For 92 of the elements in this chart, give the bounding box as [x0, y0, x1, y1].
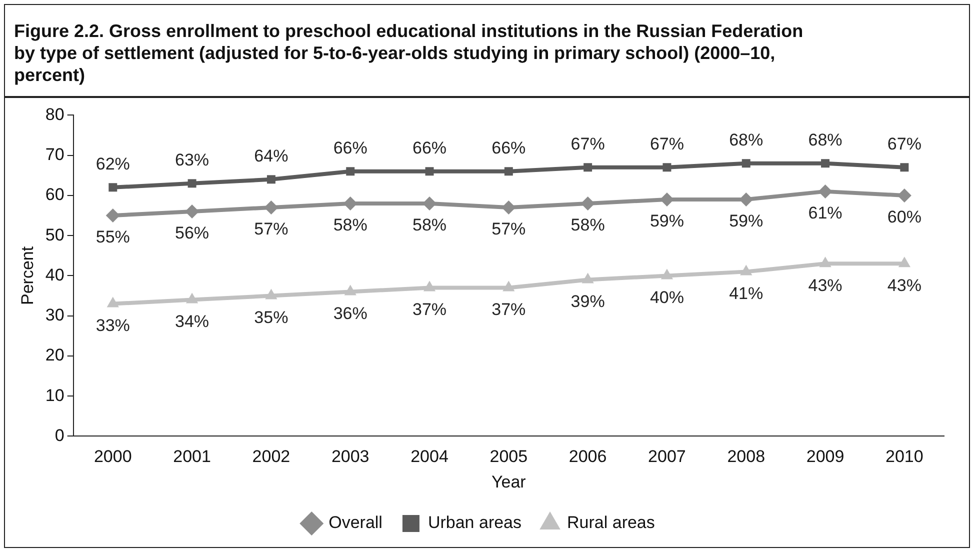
point: [580, 196, 595, 210]
data-label: 67%: [570, 134, 605, 154]
point: [819, 256, 832, 268]
data-label: 57%: [492, 220, 526, 239]
point: [740, 264, 752, 276]
chart-title: Figure 2.2. Gross enrollment to preschool educational institutions in the Russian Federation by type of settlement (adjusted for 5-to-6-year-olds studying in primary school) (2000–10, percent): [14, 20, 804, 86]
point: [106, 208, 120, 223]
x-tick-label: 2007: [648, 447, 686, 466]
legend-label: Overall: [328, 513, 382, 532]
data-label: 58%: [570, 216, 605, 235]
data-label: 37%: [492, 300, 526, 319]
point: [502, 200, 516, 214]
point: [346, 167, 355, 176]
x-tick-label: 2003: [331, 447, 370, 466]
data-label: 68%: [808, 130, 842, 150]
point: [425, 167, 434, 176]
point: [582, 272, 594, 284]
point: [265, 288, 278, 300]
x-tick-label: 2009: [806, 447, 844, 466]
data-label: 56%: [175, 224, 210, 243]
point: [742, 159, 750, 168]
data-label: 67%: [887, 134, 922, 154]
x-tick-label: 2000: [94, 447, 132, 466]
y-axis-title: Percent: [18, 246, 37, 305]
data-label: 35%: [254, 308, 288, 327]
point: [900, 163, 909, 172]
point: [344, 284, 356, 296]
point: [423, 280, 436, 292]
x-axis-title: Year: [491, 472, 526, 492]
point: [739, 192, 754, 206]
x-tick-label: 2004: [410, 447, 448, 466]
data-label: 64%: [254, 146, 288, 166]
y-tick-label: 30: [45, 306, 64, 325]
x-tick-label: 2006: [568, 447, 607, 466]
point: [422, 196, 436, 210]
data-label: 61%: [808, 204, 842, 223]
x-tick-label: 2001: [173, 447, 211, 466]
y-tick-label: 0: [54, 426, 64, 445]
data-label: 36%: [333, 304, 368, 323]
data-label: 43%: [808, 276, 842, 295]
y-tick-label: 60: [45, 185, 64, 204]
data-label: 67%: [650, 134, 684, 154]
point: [584, 163, 592, 172]
data-label: 37%: [412, 300, 447, 319]
point: [504, 167, 513, 176]
point: [660, 192, 674, 206]
point: [106, 296, 119, 308]
y-tick-label: 80: [45, 104, 64, 124]
data-label: 59%: [729, 212, 764, 231]
data-label: 59%: [650, 212, 684, 231]
y-tick-label: 20: [45, 346, 64, 365]
point: [186, 292, 198, 304]
data-label: 39%: [570, 292, 605, 311]
data-label: 66%: [333, 138, 368, 158]
data-label: 43%: [887, 276, 922, 295]
data-label: 41%: [729, 284, 764, 303]
point: [185, 204, 200, 218]
legend-label: Urban areas: [428, 513, 522, 532]
point: [502, 280, 515, 292]
data-label: 63%: [175, 150, 210, 170]
data-label: 40%: [650, 288, 684, 307]
point: [818, 184, 832, 198]
data-label: 33%: [96, 316, 130, 335]
x-tick-label: 2008: [727, 447, 766, 466]
point: [188, 179, 196, 188]
data-label: 34%: [175, 312, 210, 331]
point: [343, 196, 358, 210]
data-label: 57%: [254, 220, 288, 239]
point: [264, 200, 278, 214]
point: [660, 268, 674, 280]
data-label: 58%: [333, 216, 368, 235]
point: [662, 163, 672, 172]
point: [898, 256, 910, 268]
x-tick-label: 2010: [886, 447, 924, 466]
point: [821, 159, 830, 168]
legend-label: Rural areas: [567, 513, 655, 532]
data-label: 60%: [887, 208, 922, 227]
point: [108, 183, 118, 192]
data-label: 58%: [412, 216, 447, 235]
data-label: 66%: [492, 138, 526, 158]
data-label: 62%: [96, 154, 130, 174]
data-label: 66%: [412, 138, 447, 158]
y-tick-label: 50: [45, 225, 64, 244]
y-tick-label: 10: [45, 386, 64, 405]
x-tick-label: 2005: [490, 447, 528, 466]
data-label: 68%: [729, 130, 764, 150]
data-label: 55%: [96, 228, 130, 247]
point: [266, 175, 276, 184]
x-tick-label: 2002: [252, 447, 290, 466]
y-tick-label: 40: [45, 265, 64, 284]
y-tick-label: 70: [45, 145, 64, 164]
point: [897, 188, 912, 202]
